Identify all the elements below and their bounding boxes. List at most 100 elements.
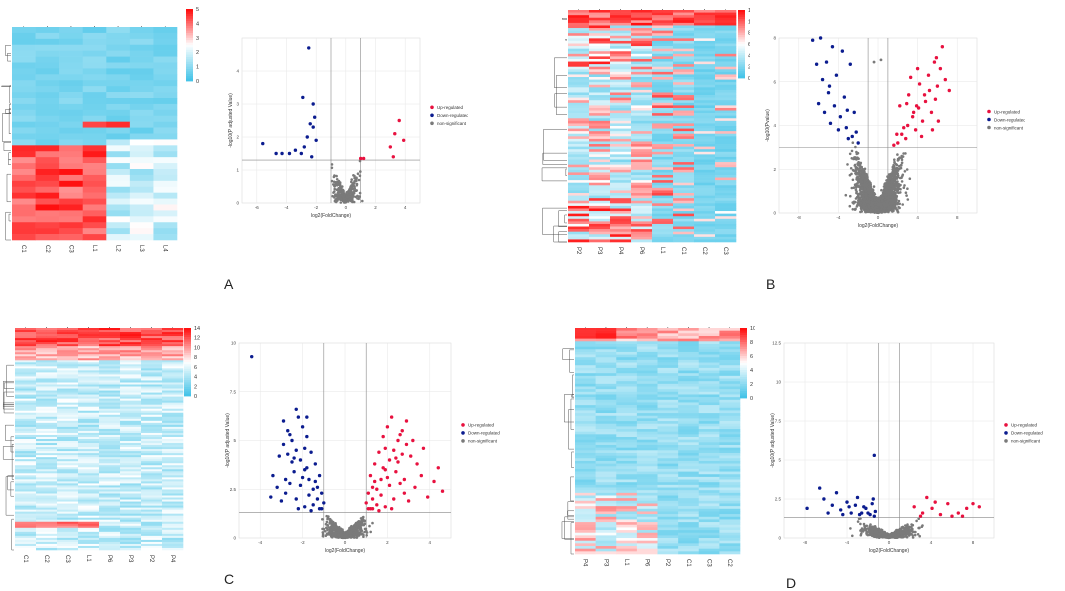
- heatmap-cell: [631, 31, 652, 34]
- heatmap-cell: [652, 196, 673, 199]
- dendrogram-branch: [554, 226, 567, 242]
- heatmap-cell: [694, 80, 715, 83]
- colorbar-tick-label: 0: [196, 79, 199, 85]
- heatmap-cell: [78, 332, 99, 334]
- heatmap-cell: [130, 134, 154, 140]
- dendrogram-branch: [5, 425, 14, 440]
- heatmap-cell: [631, 33, 652, 36]
- point-non-significant: [855, 178, 858, 181]
- y-tick-label: 8: [773, 36, 776, 41]
- heatmap-cell: [631, 36, 652, 39]
- point-non-significant: [886, 204, 889, 207]
- heatmap-cell: [568, 118, 589, 121]
- point-up-regulated: [362, 157, 365, 160]
- heatmap-cell: [153, 74, 177, 80]
- legend-marker: [987, 110, 991, 114]
- heatmap-cell: [589, 111, 610, 114]
- heatmap-cell: [130, 157, 154, 163]
- heatmap-cell: [715, 123, 736, 126]
- heatmap-cell: [715, 139, 736, 142]
- heatmap-cell: [568, 74, 589, 77]
- heatmap-cell: [673, 126, 694, 129]
- heatmap-cell: [589, 100, 610, 103]
- dendrogram-branch: [11, 482, 14, 496]
- heatmap-cell: [715, 31, 736, 34]
- legend-marker: [987, 126, 991, 130]
- heatmap-cell: [694, 64, 715, 67]
- heatmap-cell: [652, 87, 673, 90]
- heatmap-cell: [610, 131, 631, 134]
- heatmap-cell: [36, 39, 60, 45]
- point-non-significant: [888, 184, 891, 187]
- heatmap-cell: [130, 33, 154, 39]
- heatmap-cell: [715, 152, 736, 155]
- point-non-significant: [858, 173, 861, 176]
- heatmap-cell: [15, 352, 36, 354]
- point-down-regulated: [819, 36, 822, 39]
- heatmap-cell: [652, 64, 673, 67]
- heatmap-cell: [652, 51, 673, 54]
- point-non-significant: [869, 211, 872, 214]
- heatmap-cell: [694, 85, 715, 88]
- panel-letter-b: B: [766, 276, 775, 292]
- heatmap-cell: [694, 196, 715, 199]
- point-non-significant: [889, 201, 892, 204]
- heatmap-cell: [673, 10, 694, 13]
- colorbar-segment: [186, 71, 193, 74]
- heatmap-cell: [568, 139, 589, 142]
- heatmap-cell: [589, 46, 610, 49]
- heatmap-cell: [631, 85, 652, 88]
- colorbar-segment: [186, 28, 193, 31]
- heatmap-cell: [12, 98, 36, 104]
- heatmap-cell: [153, 175, 177, 181]
- heatmap-cell: [610, 180, 631, 183]
- heatmap-cell: [589, 31, 610, 34]
- heatmap-cell: [568, 188, 589, 191]
- heatmap-cell: [83, 145, 107, 151]
- heatmap-cell: [106, 145, 130, 151]
- heatmap-cell: [568, 227, 589, 230]
- heatmap-cell: [568, 160, 589, 163]
- heatmap-cell: [631, 152, 652, 155]
- heatmap-cell: [12, 210, 36, 216]
- colorbar-segment: [186, 21, 193, 24]
- heatmap-cell: [36, 27, 60, 33]
- heatmap-cell: [610, 188, 631, 191]
- row-dendrogram: [3, 365, 14, 550]
- heatmap-cell: [141, 328, 162, 330]
- heatmap-cell: [610, 221, 631, 224]
- heatmap-cell: [694, 113, 715, 116]
- x-tick-label: 4: [916, 215, 919, 220]
- heatmap-cell: [12, 205, 36, 211]
- heatmap-cell: [99, 340, 120, 342]
- heatmap-cell: [83, 63, 107, 69]
- heatmap-cell: [694, 136, 715, 139]
- heatmap-cell: [631, 49, 652, 52]
- point-non-significant: [874, 199, 877, 202]
- heatmap-cell: [694, 90, 715, 93]
- heatmap-cell: [162, 330, 183, 332]
- heatmap-cell: [57, 328, 78, 330]
- heatmap-cell: [715, 98, 736, 101]
- heatmap-cell: [631, 98, 652, 101]
- heatmap-cell: [673, 67, 694, 70]
- heatmap-cell: [589, 69, 610, 72]
- point-down-regulated: [845, 126, 848, 129]
- heatmap-cell: [694, 154, 715, 157]
- heatmap-cell: [83, 193, 107, 199]
- heatmap-cell: [673, 193, 694, 196]
- heatmap-cell: [568, 134, 589, 137]
- heatmap-cell: [694, 234, 715, 237]
- heatmap-cell: [589, 162, 610, 165]
- heatmap-cells: [15, 328, 183, 550]
- heatmap-cell: [715, 72, 736, 75]
- dendrogram-branch: [7, 174, 11, 202]
- heatmap-cell: [652, 126, 673, 129]
- heatmap-cells: [12, 27, 177, 240]
- heatmap-cell: [610, 67, 631, 70]
- point-non-significant: [861, 178, 864, 181]
- heatmap-cell: [57, 352, 78, 354]
- heatmap-cell: [162, 346, 183, 348]
- heatmap-cell: [610, 77, 631, 80]
- point-non-significant: [900, 155, 903, 158]
